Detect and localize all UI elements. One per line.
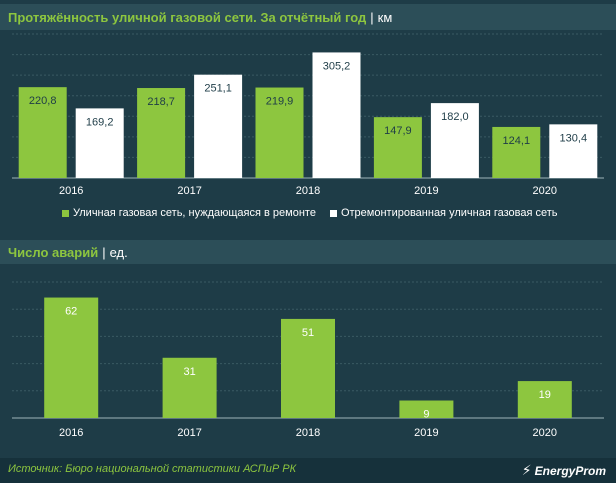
data-label: 62 (65, 306, 77, 318)
legend-label-repaired: Отремонтированная уличная газовая сеть (340, 207, 558, 219)
bar (399, 400, 454, 418)
data-label: 147,9 (384, 125, 412, 137)
bar (137, 88, 186, 178)
legend-swatch-white (329, 209, 337, 217)
bar (517, 381, 572, 418)
legend-swatch-green (62, 209, 69, 217)
bar (492, 126, 541, 178)
legend-label-repair-needed: Уличная газовая сеть, нуждающаяся в ремо… (73, 207, 316, 219)
x-tick-label: 2016 (59, 427, 83, 439)
data-label: 31 (183, 366, 195, 378)
chart2-header: Число аварий | ед. (0, 240, 616, 264)
brand-name: EnergyProm (534, 463, 606, 478)
bar (255, 87, 304, 178)
x-tick-label: 2017 (177, 427, 201, 439)
bar (44, 297, 99, 418)
bar (312, 52, 361, 178)
bar (430, 103, 479, 178)
x-tick-label: 2019 (414, 185, 438, 197)
bar (549, 124, 598, 178)
data-label: 51 (302, 327, 314, 339)
chart2-unit: ед. (109, 244, 128, 260)
bar (162, 357, 217, 418)
data-label: 251,1 (204, 83, 232, 95)
data-label: 9 (423, 409, 429, 421)
data-label: 305,2 (323, 60, 351, 72)
data-label: 124,1 (503, 135, 531, 147)
data-label: 218,7 (147, 96, 175, 108)
x-tick-label: 2018 (296, 185, 320, 197)
x-tick-label: 2019 (414, 427, 438, 439)
data-label: 130,4 (560, 132, 588, 144)
chart1-title: Протяжённость уличной газовой сети. За о… (8, 9, 367, 25)
bar (75, 108, 124, 178)
chart1-header: Протяжённость уличной газовой сети. За о… (0, 4, 616, 30)
bar (373, 117, 422, 178)
energyprom-logo-icon: ⚡ (521, 462, 532, 478)
data-label: 169,2 (86, 116, 114, 128)
bar (18, 87, 67, 178)
legend-item-repair-needed: Уличная газовая сеть, нуждающаяся в ремо… (62, 207, 316, 219)
x-tick-label: 2020 (533, 185, 557, 197)
x-tick-label: 2016 (59, 185, 83, 197)
x-tick-label: 2017 (177, 185, 201, 197)
chart1-title-separator: | (370, 9, 374, 25)
chart2-title: Число аварий (8, 244, 99, 260)
chart1-unit: км (377, 9, 393, 25)
chart1-legend: Уличная газовая сеть, нуждающаяся в ремо… (62, 207, 558, 219)
data-label: 220,8 (29, 95, 57, 107)
accidents-count-chart: 62 2016 31 2017 51 2018 9 2019 19 2020 (12, 281, 604, 439)
bar (281, 318, 335, 418)
legend-item-repaired: Отремонтированная уличная газовая сеть (329, 207, 558, 219)
data-label: 219,9 (266, 96, 294, 108)
source-note: Источник: Бюро национальной статистики А… (8, 463, 297, 475)
bar (194, 74, 243, 178)
x-tick-label: 2018 (296, 427, 320, 439)
footer: Источник: Бюро национальной статистики А… (0, 458, 616, 483)
data-label: 19 (539, 389, 551, 401)
data-label: 182,0 (441, 111, 469, 123)
gas-network-length-chart: 220,8 169,2 2016 218,7 251,1 2017 219,9 305,2 20… (12, 33, 604, 197)
chart2-title-separator: | (102, 244, 106, 260)
brand: ⚡ EnergyProm (522, 462, 606, 479)
x-tick-label: 2020 (533, 427, 557, 439)
